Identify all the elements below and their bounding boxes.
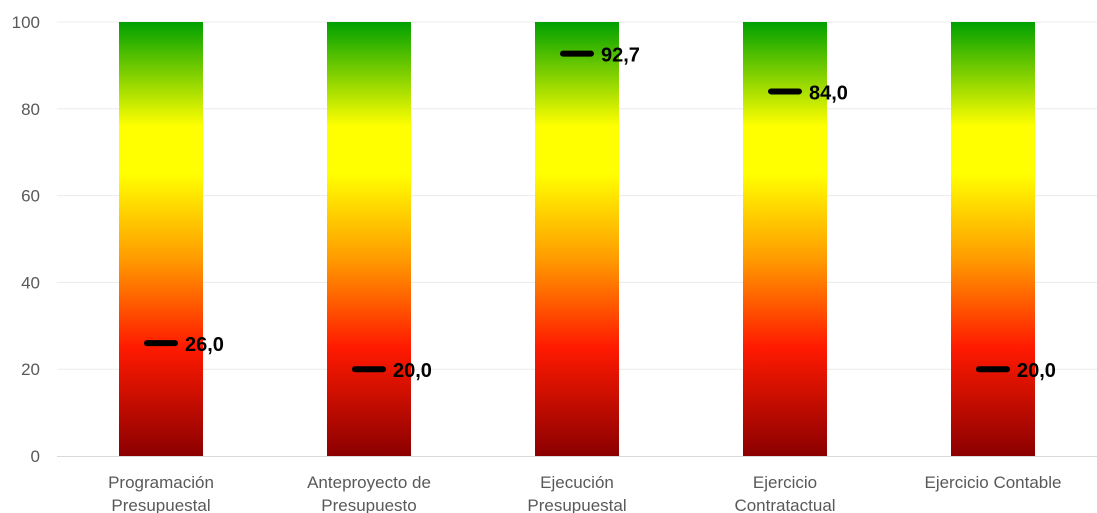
x-axis: Programación Presupuestal Anteproyecto de P… [108,473,1061,513]
x-tick-label: Ejecución Presupuestal [527,473,626,513]
x-tick-label: Anteproyecto de Presupuesto [307,473,431,513]
y-tick-label: 40 [21,273,40,292]
y-tick-label: 20 [21,360,40,379]
data-label: 20,0 [1017,360,1056,382]
gradient-bands [119,22,1035,456]
x-tick-label: Ejercicio Contratactual [734,473,835,513]
data-label: 84,0 [809,82,848,104]
data-label: 26,0 [185,334,224,356]
data-label: 20,0 [393,360,432,382]
gradient-band [119,22,203,456]
y-axis: 0 20 40 60 80 100 [12,13,40,466]
value-markers: 26,0 20,0 92,7 84,0 20,0 [144,45,1056,382]
y-tick-label: 80 [21,100,40,119]
gradient-band [951,22,1035,456]
data-label: 92,7 [601,45,640,67]
gradient-band [535,22,619,456]
x-tick-label: Programación Presupuestal [108,473,214,513]
y-tick-label: 100 [12,13,40,32]
y-tick-label: 0 [31,447,40,466]
y-tick-label: 60 [21,187,40,206]
gradient-band [327,22,411,456]
x-tick-label: Ejercicio Contable [924,473,1061,492]
